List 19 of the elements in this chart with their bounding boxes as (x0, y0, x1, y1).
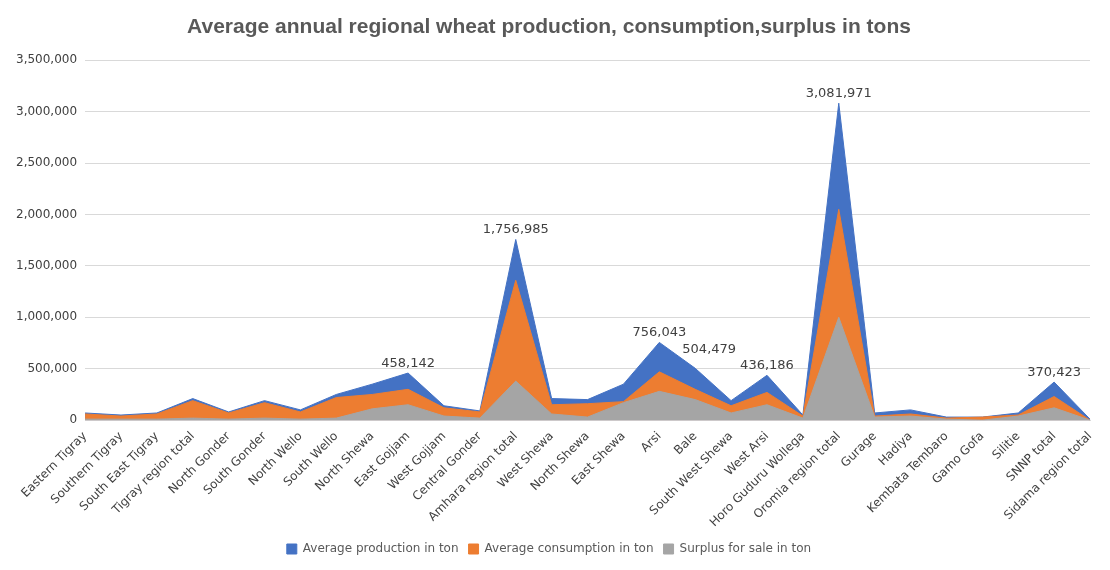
data-label: 3,081,971 (805, 85, 872, 101)
data-label: 1,756,985 (482, 221, 549, 237)
legend-label: Surplus for sale in ton (679, 541, 812, 556)
legend-label: Average production in ton (302, 541, 459, 556)
y-tick-label: 0 (69, 412, 78, 427)
data-label: 504,479 (682, 341, 737, 357)
data-label: 756,043 (632, 324, 687, 340)
y-tick-label: 500,000 (27, 360, 78, 375)
data-label: 436,186 (740, 357, 794, 373)
y-tick-label: 2,500,000 (15, 155, 78, 170)
chart-title: Average annual regional wheat production, consumption,surplus in tons (187, 14, 911, 38)
y-tick-label: 2,000,000 (15, 206, 78, 221)
y-tick-label: 1,500,000 (15, 258, 78, 273)
data-label: 370,423 (1027, 363, 1081, 379)
y-tick-label: 1,000,000 (15, 309, 78, 324)
y-tick-label: 3,500,000 (15, 52, 78, 67)
y-tick-label: 3,000,000 (15, 103, 78, 118)
data-label: 458,142 (381, 354, 435, 370)
legend-label: Average consumption in ton (484, 541, 654, 556)
